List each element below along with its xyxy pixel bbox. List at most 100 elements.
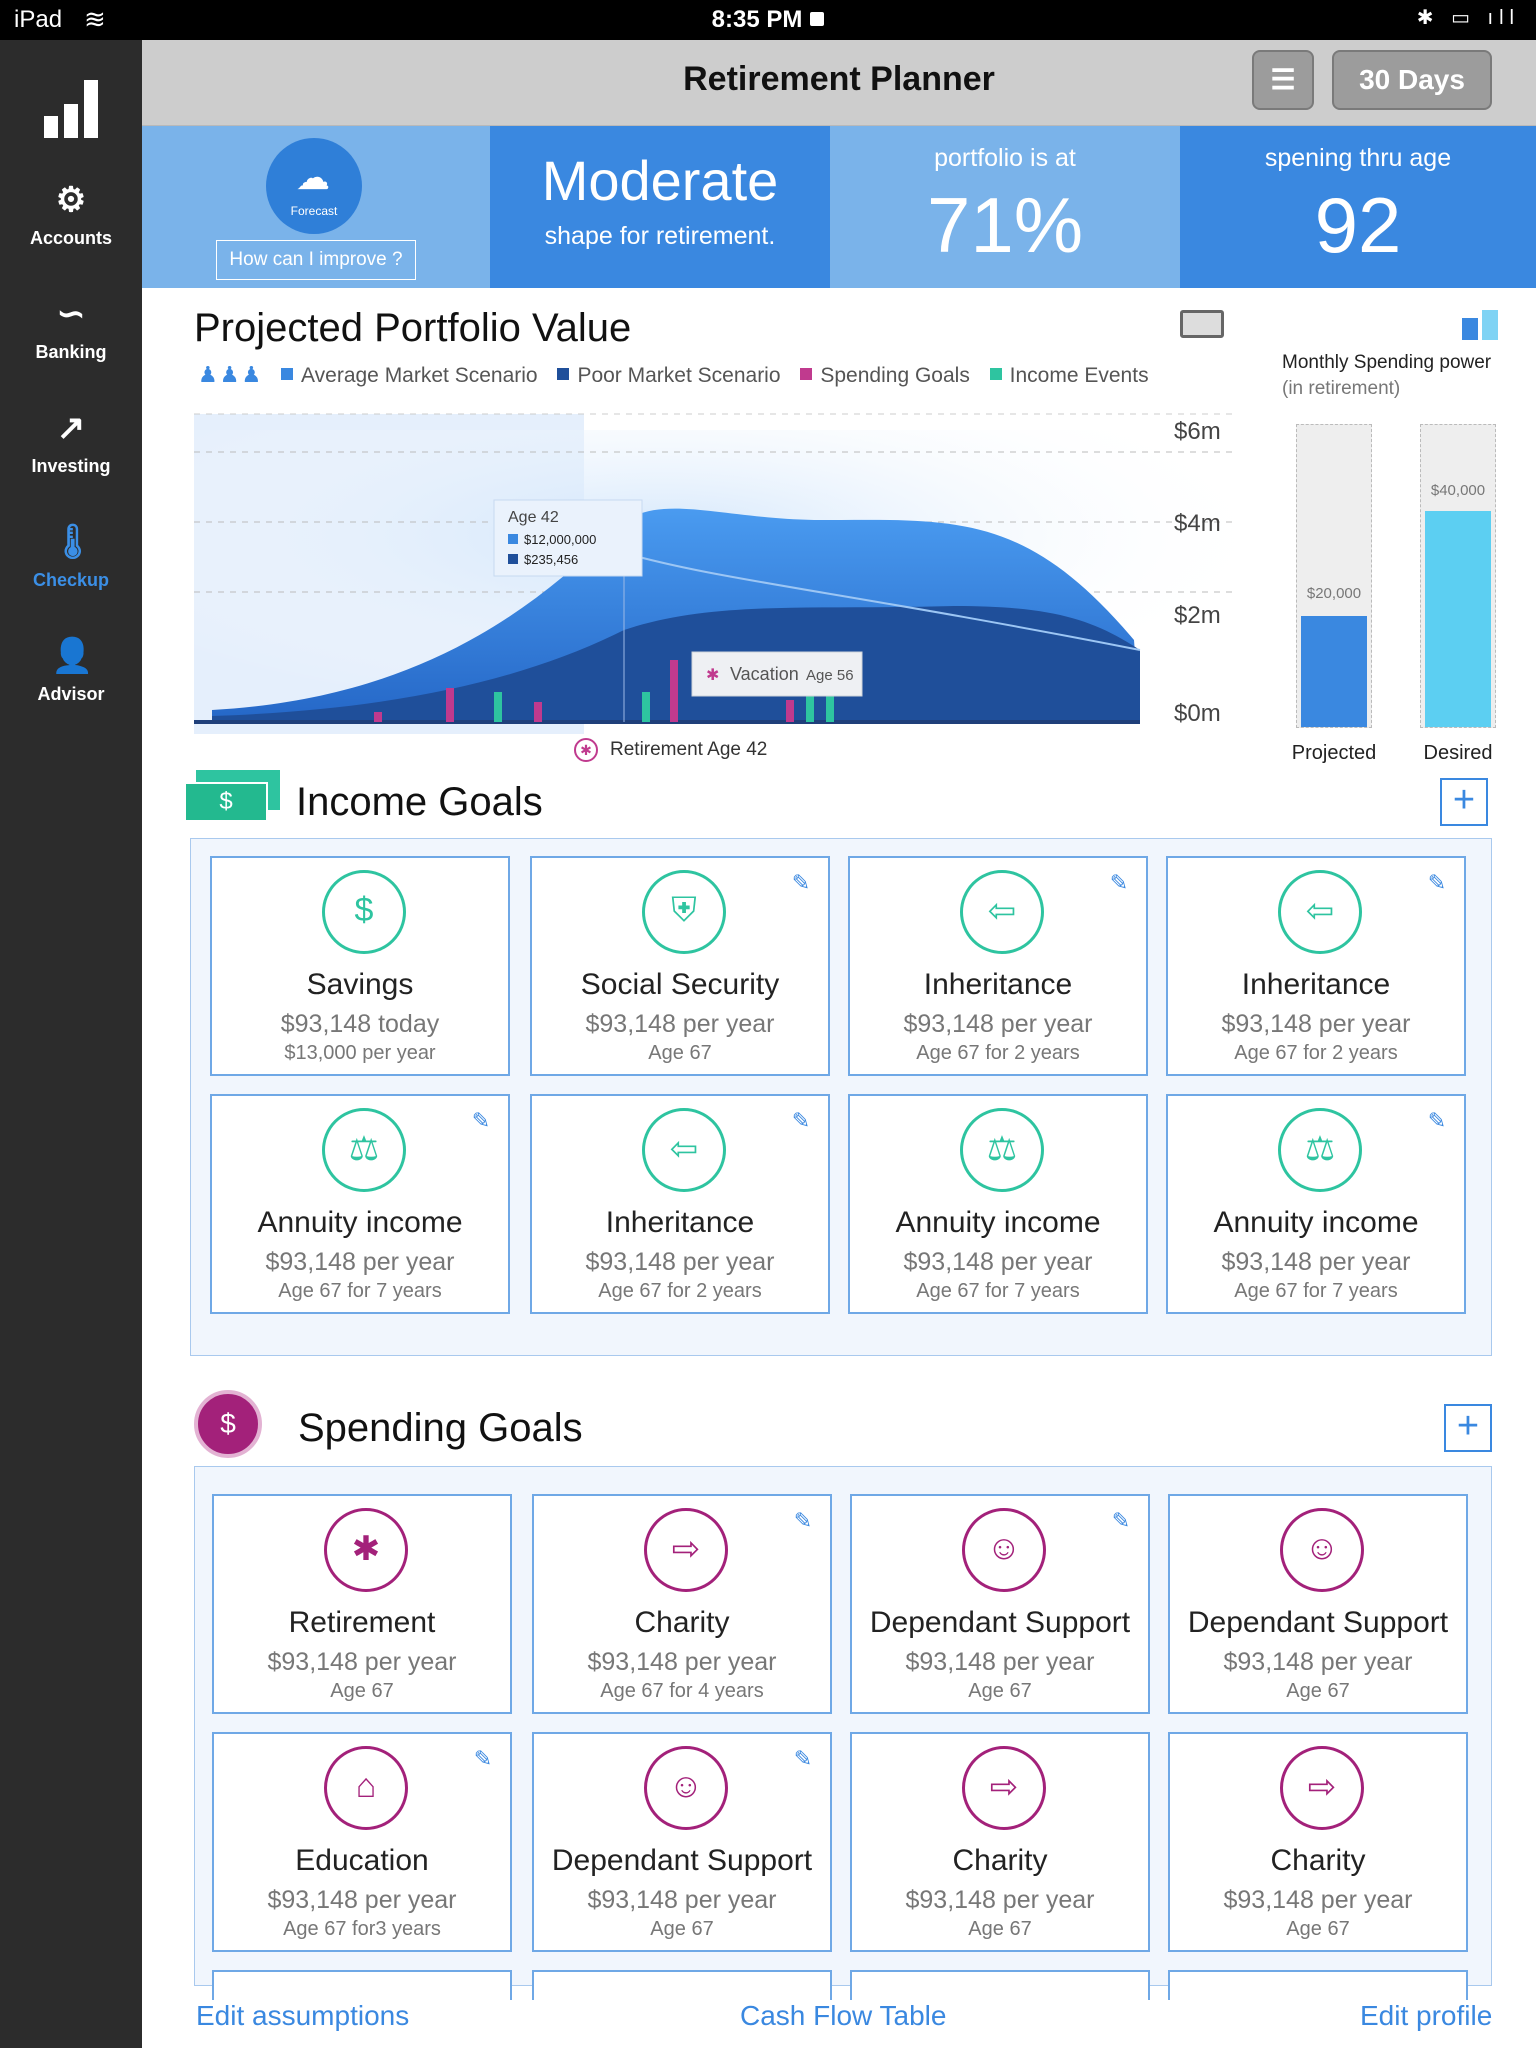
list-view-button[interactable]: ☰	[1252, 50, 1314, 110]
event-bars	[374, 660, 834, 722]
improve-button[interactable]: How can I improve ?	[216, 240, 416, 280]
card-line1: $93,148 per year	[1221, 1010, 1411, 1038]
card-title: Inheritance	[1241, 968, 1391, 1001]
card-line2: Age 67 for 7 years	[1234, 1280, 1398, 1302]
edit-pencil-icon[interactable]: ✎	[791, 870, 811, 895]
card-line1: $93,148 per year	[903, 1010, 1093, 1038]
gift-out-icon: ⇨	[1280, 1746, 1364, 1830]
income-goal-card[interactable]: ⛨ ✎ Social Security $93,148 per year Age 67	[530, 856, 830, 1076]
card-line2: Age 67 for 2 years	[598, 1280, 762, 1302]
status-bar: iPad ≋ 8:35 PM ✱ ▭ ıll	[0, 0, 1536, 40]
spending-goal-card[interactable]: ✱ Retirement $93,148 per year Age 67	[212, 1494, 512, 1714]
spending-goal-card-partial[interactable]	[532, 1970, 832, 2000]
sidebar-item-advisor[interactable]: 👤 Advisor	[0, 636, 142, 736]
portfolio-chart[interactable]: Age 42 $12,000,000 $235,456 ✱ Vacation A…	[194, 410, 1234, 738]
card-line1: $93,148 per year	[1223, 1648, 1413, 1676]
spending-goal-card[interactable]: ⇨ ✎ Charity $93,148 per year Age 67 for 4 ye…	[532, 1494, 832, 1714]
date-range-button[interactable]: 30 Days	[1332, 50, 1492, 110]
portfolio-panel: portfolio is at 71%	[830, 126, 1180, 288]
edit-pencil-icon[interactable]: ✎	[793, 1508, 813, 1533]
edit-profile-link[interactable]: Edit profile	[1360, 2000, 1493, 2031]
add-spending-goal-button[interactable]: +	[1444, 1404, 1492, 1452]
spending-goal-card[interactable]: ☺ ✎ Dependant Support $93,148 per year Age 6…	[532, 1732, 832, 1952]
sidebar-item-label: Accounts	[29, 228, 112, 248]
app-logo-icon[interactable]	[0, 70, 142, 150]
card-line2: Age 67 for 7 years	[916, 1280, 1080, 1302]
edit-pencil-icon[interactable]: ✎	[793, 1746, 813, 1771]
gift-icon: ⇦	[642, 1108, 726, 1192]
income-goal-card[interactable]: ⇦ ✎ Inheritance $93,148 per year Age 67 for …	[530, 1094, 830, 1314]
palm-tree-icon: ✱	[706, 667, 719, 684]
spending-age-panel: spening thru age 92	[1180, 126, 1536, 288]
gift-icon: ⇦	[960, 870, 1044, 954]
edit-pencil-icon[interactable]: ✎	[791, 1108, 811, 1133]
expand-chart-icon[interactable]	[1180, 310, 1224, 338]
card-line2: Age 67	[330, 1680, 394, 1702]
forecast-panel: ☁ Forecast How can I improve ?	[142, 126, 490, 288]
card-line1: $93,148 per year	[905, 1648, 1095, 1676]
spending-goal-card[interactable]: ☺ ✎ Dependant Support $93,148 per year Age 6…	[850, 1494, 1150, 1714]
edit-pencil-icon[interactable]: ✎	[471, 1108, 491, 1133]
spending-goal-card-partial[interactable]	[212, 1970, 512, 2000]
add-income-goal-button[interactable]: +	[1440, 778, 1488, 826]
portfolio-label: portfolio is at	[934, 144, 1076, 172]
income-goal-card[interactable]: ⇦ ✎ Inheritance $93,148 per year Age 67 for …	[1166, 856, 1466, 1076]
card-line1: $93,148 per year	[903, 1248, 1093, 1276]
spending-goal-card[interactable]: ☺ Dependant Support $93,148 per year Age 67	[1168, 1494, 1468, 1714]
desired-value: $40,000	[1430, 482, 1486, 499]
card-title: Annuity income	[895, 1206, 1101, 1239]
spending-clock-icon: $	[194, 1390, 262, 1458]
family-icon: ☺	[644, 1746, 728, 1830]
clock: 8:35 PM	[0, 6, 1536, 34]
checklist-icon: ☰	[1270, 64, 1296, 95]
spending-goal-card-partial[interactable]	[850, 1970, 1150, 2000]
y-tick-label: $6m	[1174, 418, 1221, 445]
spending-goal-card[interactable]: ⇨ Charity $93,148 per year Age 67	[850, 1732, 1150, 1952]
card-line1: $93,148 per year	[585, 1010, 775, 1038]
portfolio-value: 71%	[926, 181, 1084, 269]
edit-pencil-icon[interactable]: ✎	[1109, 870, 1129, 895]
edit-assumptions-link[interactable]: Edit assumptions	[196, 2000, 410, 2031]
spending-age-value: 92	[1314, 181, 1402, 269]
income-goal-card[interactable]: $ Savings $93,148 today $13,000 per year	[210, 856, 510, 1076]
edit-pencil-icon[interactable]: ✎	[1111, 1508, 1131, 1533]
spending-age-label: spening thru age	[1264, 144, 1452, 172]
savings-icon: $	[322, 870, 406, 954]
income-goal-card[interactable]: ⚖ Annuity income $93,148 per year Age 67 fo…	[848, 1094, 1148, 1314]
spending-goal-card[interactable]: ⌂ ✎ Education $93,148 per year Age 67 for3 y…	[212, 1732, 512, 1952]
y-tick-label: $4m	[1174, 510, 1221, 537]
sidebar-item-banking[interactable]: ∽ Banking	[0, 294, 142, 394]
income-goal-card[interactable]: ⇦ ✎ Inheritance $93,148 per year Age 67 for …	[848, 856, 1148, 1076]
forecast-button[interactable]: ☁ Forecast	[266, 138, 362, 234]
cash-flow-table-link[interactable]: Cash Flow Table	[740, 2000, 947, 2031]
edit-pencil-icon[interactable]: ✎	[1427, 1108, 1447, 1133]
scales-icon: ⚖	[960, 1108, 1044, 1192]
edit-pencil-icon[interactable]: ✎	[1427, 870, 1447, 895]
card-line2: Age 67 for 2 years	[1234, 1042, 1398, 1064]
card-line1: $93,148 today	[280, 1010, 440, 1038]
cloud-chart-icon: ☁	[296, 159, 330, 197]
card-line2: Age 67	[650, 1918, 714, 1940]
sidebar-item-investing[interactable]: ↗ Investing	[0, 408, 142, 508]
card-line1: $93,148 per year	[1221, 1248, 1411, 1276]
sidebar-item-accounts[interactable]: ⚙ Accounts	[0, 180, 142, 280]
spending-goal-card[interactable]: ⇨ Charity $93,148 per year Age 67	[1168, 1732, 1468, 1952]
edit-pencil-icon[interactable]: ✎	[473, 1746, 493, 1771]
y-tick-label: $2m	[1174, 602, 1221, 629]
card-title: Charity	[1270, 1844, 1366, 1877]
card-line2: Age 67	[968, 1680, 1032, 1702]
compare-bars-icon[interactable]	[1462, 310, 1500, 340]
sidebar-item-checkup[interactable]: 🌡 Checkup	[0, 522, 142, 622]
gift-out-icon: ⇨	[962, 1746, 1046, 1830]
battery-signal-icon: ✱ ▭ ıll	[1416, 7, 1520, 29]
income-goal-card[interactable]: ⚖ ✎ Annuity income $93,148 per year Age 67 f…	[210, 1094, 510, 1314]
card-title: Social Security	[580, 968, 780, 1001]
legend-item: Income Events	[989, 364, 1149, 388]
income-goal-card[interactable]: ⚖ ✎ Annuity income $93,148 per year Age 67 f…	[1166, 1094, 1466, 1314]
card-line1: $93,148 per year	[585, 1248, 775, 1276]
spending-goal-card-partial[interactable]	[1168, 1970, 1468, 2000]
card-title: Retirement	[288, 1606, 436, 1639]
card-title: Inheritance	[605, 1206, 755, 1239]
device-label: iPad	[14, 6, 63, 33]
card-line1: $93,148 per year	[267, 1648, 457, 1676]
